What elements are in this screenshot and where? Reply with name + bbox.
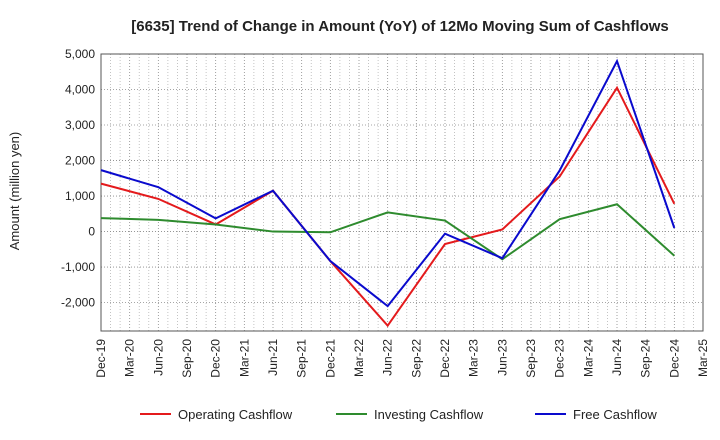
y-axis-label: Amount (million yen) xyxy=(7,132,22,251)
legend: Operating Cashflow Investing Cashflow Free… xyxy=(140,407,657,422)
x-tick-label: Mar-23 xyxy=(467,339,481,377)
x-tick-label: Jun-24 xyxy=(610,339,624,376)
x-tick-label: Mar-20 xyxy=(123,339,137,377)
x-tick-label: Jun-21 xyxy=(266,339,280,376)
y-tick-label: 0 xyxy=(88,225,95,239)
legend-entry: Operating Cashflow xyxy=(178,407,293,422)
y-tick-label: 3,000 xyxy=(65,118,95,132)
series-line-operating-cashflow xyxy=(100,85,676,328)
x-tick-label: Dec-24 xyxy=(667,339,681,378)
x-tick-label: Dec-20 xyxy=(209,339,223,378)
x-tick-label: Sep-21 xyxy=(295,339,309,378)
x-tick-label: Sep-20 xyxy=(180,339,194,378)
legend-entry: Investing Cashflow xyxy=(374,407,484,422)
x-tick-label: Sep-23 xyxy=(524,339,538,378)
plot-area: -2,000 -1,000 0 1,000 2,000 3,000 4,000 5,000 De… xyxy=(61,47,710,378)
x-tick-label: Mar-22 xyxy=(352,339,366,377)
y-tick-label: -1,000 xyxy=(61,260,95,274)
x-tick-label: Dec-23 xyxy=(553,339,567,378)
x-tick-label: Dec-21 xyxy=(323,339,337,378)
plot-background xyxy=(101,54,703,331)
x-tick-label: Jun-23 xyxy=(495,339,509,376)
y-tick-label: 5,000 xyxy=(65,47,95,61)
legend-entry: Free Cashflow xyxy=(573,407,657,422)
x-tick-label: Sep-24 xyxy=(639,339,653,378)
x-tick-label: Jun-22 xyxy=(381,339,395,376)
y-tick-label: 4,000 xyxy=(65,83,95,97)
y-tick-label: 1,000 xyxy=(65,189,95,203)
x-tick-label: Mar-21 xyxy=(237,339,251,377)
x-tick-label: Dec-22 xyxy=(438,339,452,378)
chart-title: [6635] Trend of Change in Amount (YoY) o… xyxy=(131,18,669,35)
plot-frame xyxy=(100,53,704,332)
series-line-free-cashflow xyxy=(100,58,676,308)
x-tick-label: Jun-20 xyxy=(151,339,165,376)
series-line-investing-cashflow xyxy=(100,203,675,261)
y-tick-label: 2,000 xyxy=(65,154,95,168)
x-tick-label: Dec-19 xyxy=(94,339,108,378)
x-tick-label: Mar-25 xyxy=(696,339,710,377)
y-tick-label: -2,000 xyxy=(61,296,95,310)
x-tick-label: Sep-22 xyxy=(409,339,423,378)
x-tick-label: Mar-24 xyxy=(581,339,595,377)
